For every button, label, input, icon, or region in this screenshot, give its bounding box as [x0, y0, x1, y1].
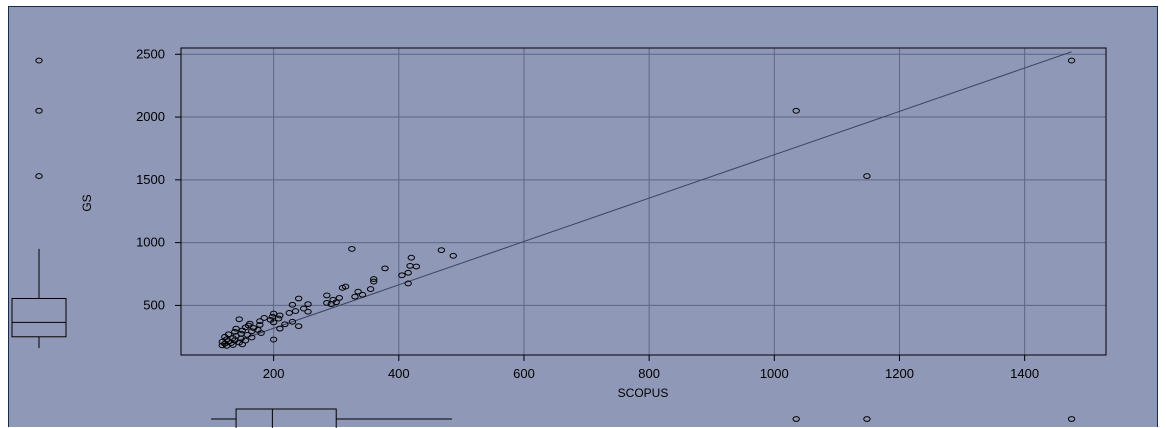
data-points [218, 57, 1076, 349]
data-point [304, 301, 312, 308]
data-point [412, 263, 421, 270]
data-point [248, 328, 256, 335]
data-point [370, 278, 378, 285]
data-point [248, 334, 256, 341]
data-point [218, 342, 227, 349]
data-point [269, 336, 278, 343]
data-point [291, 308, 300, 314]
x-tick-label: 200 [263, 366, 285, 381]
x-tick-label: 1400 [1010, 366, 1039, 381]
data-point [406, 262, 414, 269]
data-point [299, 305, 308, 312]
data-point [323, 299, 331, 306]
data-point [288, 301, 297, 308]
y-axis-title: GS [80, 194, 94, 211]
y-tick-label: 500 [143, 297, 165, 312]
data-point [792, 107, 800, 114]
data-point [276, 325, 284, 332]
data-point [257, 330, 265, 336]
data-point [398, 272, 406, 279]
data-point [285, 310, 293, 316]
data-point [351, 293, 359, 300]
data-point [281, 321, 289, 328]
data-point [288, 318, 297, 325]
data-point [274, 315, 283, 322]
data-point [381, 265, 389, 272]
chart-figure: 200 400 600 800 1000 1200 1400 500 1000 1500 2000 2… [8, 6, 1158, 428]
data-point [404, 269, 412, 276]
data-point [238, 341, 247, 348]
x-box-outlier [1067, 416, 1076, 422]
y-marginal-boxplot [11, 57, 67, 349]
data-point [294, 295, 303, 302]
data-point [235, 316, 243, 323]
data-point [354, 288, 362, 295]
gridlines [181, 48, 1106, 355]
y-box-outlier [35, 107, 43, 114]
data-point [437, 247, 446, 254]
data-point [863, 173, 871, 179]
scatter-plot: 200 400 600 800 1000 1200 1400 500 1000 1500 2000 2… [11, 46, 1107, 428]
data-point [238, 327, 247, 334]
y-tick-label: 1000 [136, 235, 165, 250]
axis-ticks: 200 400 600 800 1000 1200 1400 500 1000 1500 2000 2… [136, 46, 1039, 381]
x-box [235, 408, 337, 428]
data-point [256, 318, 264, 324]
data-point [449, 252, 457, 259]
data-point [268, 313, 277, 320]
x-tick-label: 600 [513, 366, 535, 381]
data-point [232, 325, 240, 332]
x-tick-label: 800 [638, 366, 660, 381]
x-marginal-boxplot [211, 408, 1076, 428]
data-point [276, 312, 284, 319]
y-box [11, 297, 67, 338]
data-point [370, 276, 378, 282]
y-tick-label: 1500 [136, 172, 165, 187]
data-point [404, 280, 412, 287]
data-point [348, 245, 356, 252]
x-tick-label: 1200 [885, 366, 914, 381]
x-axis-title: SCOPUS [618, 386, 669, 400]
data-point [269, 319, 278, 326]
y-box-outlier [35, 57, 43, 64]
x-tick-label: 400 [388, 366, 410, 381]
x-box-outlier [863, 416, 871, 422]
regression-line [223, 51, 1072, 347]
data-point [327, 301, 335, 308]
data-point [366, 286, 375, 292]
data-point [323, 292, 331, 299]
data-point [304, 308, 312, 315]
plot-frame [180, 47, 1107, 356]
data-point [338, 284, 347, 291]
data-point [358, 291, 367, 298]
data-point [222, 342, 231, 349]
y-tick-label: 2000 [136, 109, 165, 124]
x-tick-label: 1000 [760, 366, 789, 381]
y-tick-label: 2500 [136, 46, 165, 61]
data-point [1067, 57, 1076, 64]
y-box-outlier [35, 173, 43, 179]
data-point [294, 323, 303, 330]
data-point [407, 254, 416, 261]
x-box-outlier [792, 416, 800, 422]
